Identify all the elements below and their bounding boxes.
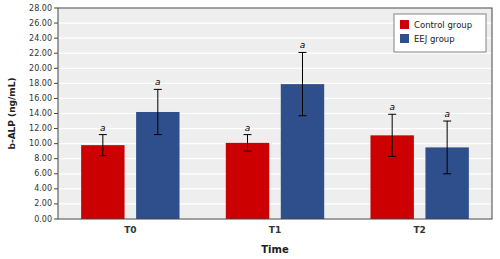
grid — [58, 8, 492, 219]
grid-line — [58, 53, 492, 54]
y-axis-label: b-ALP (ng/mL) — [7, 77, 17, 149]
y-tick-label: 26.00 — [29, 19, 52, 28]
y-tick — [54, 188, 58, 189]
error-bar — [298, 52, 306, 115]
y-tick-label: 18.00 — [29, 79, 52, 88]
error-bar — [154, 89, 162, 134]
error-cap — [154, 134, 162, 135]
error-line — [102, 135, 103, 156]
y-tick-label: 6.00 — [34, 169, 52, 178]
error-cap — [388, 156, 396, 157]
y-tick — [54, 53, 58, 54]
chart: 0.00 2.00 4.00 6.00 8.00 10.00 12.00 14.00 16.00… — [0, 0, 500, 259]
y-tick — [54, 203, 58, 204]
error-line — [157, 89, 158, 134]
y-tick-label: 20.00 — [29, 64, 52, 73]
x-axis-label: Time — [261, 244, 289, 255]
y-tick-label: 22.00 — [29, 49, 52, 58]
plot-frame — [58, 8, 492, 219]
y-tick — [54, 113, 58, 114]
legend-swatch — [400, 34, 409, 43]
error-cap — [244, 151, 252, 152]
x-tick-label: T1 — [269, 225, 281, 235]
y-tick — [54, 173, 58, 174]
error-line — [447, 121, 448, 174]
y-tick — [54, 38, 58, 39]
y-tick-label: 16.00 — [29, 94, 52, 103]
error-line — [302, 52, 303, 115]
y-tick-label: 4.00 — [34, 184, 52, 193]
y-axis: 0.00 2.00 4.00 6.00 8.00 10.00 12.00 14.00 16.00… — [29, 4, 58, 224]
plot-background — [58, 8, 492, 219]
annotation: a — [300, 40, 306, 50]
x-axis: T0 T1 T2 — [124, 225, 426, 235]
error-cap — [388, 114, 396, 115]
y-tick — [54, 128, 58, 129]
error-cap — [443, 121, 451, 122]
bar — [81, 145, 124, 219]
bar — [226, 143, 269, 219]
y-tick — [54, 68, 58, 69]
annotation: a — [155, 77, 161, 87]
legend: Control group EEJ group — [394, 14, 486, 52]
error-bar — [244, 135, 252, 152]
y-tick-label: 12.00 — [29, 124, 52, 133]
y-tick-label: 24.00 — [29, 34, 52, 43]
y-tick-label: 14.00 — [29, 109, 52, 118]
y-tick-label: 0.00 — [34, 215, 52, 224]
y-tick — [54, 219, 58, 220]
error-cap — [244, 134, 252, 135]
y-tick — [54, 8, 58, 9]
grid-line — [58, 143, 492, 144]
error-line — [392, 114, 393, 156]
annotations: a a a a a a — [100, 40, 450, 132]
annotation: a — [389, 102, 395, 112]
y-tick — [54, 158, 58, 159]
error-line — [247, 135, 248, 152]
grid-line — [58, 68, 492, 69]
error-cap — [298, 52, 306, 53]
error-bar — [388, 114, 396, 156]
x-tick-label: T0 — [124, 225, 136, 235]
grid-line — [58, 128, 492, 129]
grid-line — [58, 113, 492, 114]
x-tick-label: T2 — [413, 225, 425, 235]
marks — [81, 52, 469, 219]
grid-line — [58, 83, 492, 84]
error-cap — [154, 89, 162, 90]
grid-line — [58, 98, 492, 99]
error-bar — [99, 135, 107, 156]
error-cap — [99, 155, 107, 156]
annotation: a — [444, 109, 450, 119]
legend-box — [394, 14, 486, 52]
annotation: a — [100, 123, 106, 133]
error-cap — [99, 134, 107, 135]
error-cap — [298, 115, 306, 116]
y-tick — [54, 23, 58, 24]
y-tick — [54, 143, 58, 144]
legend-swatch — [400, 20, 409, 29]
error-cap — [443, 173, 451, 174]
y-tick-label: 10.00 — [29, 139, 52, 148]
y-tick — [54, 98, 58, 99]
annotation: a — [245, 123, 251, 133]
y-tick-label: 2.00 — [34, 199, 52, 208]
y-tick-label: 8.00 — [34, 154, 52, 163]
legend-label: EEJ group — [414, 34, 455, 44]
y-tick-label: 28.00 — [29, 4, 52, 13]
error-bar — [443, 121, 451, 174]
legend-label: Control group — [414, 20, 472, 30]
y-tick — [54, 83, 58, 84]
